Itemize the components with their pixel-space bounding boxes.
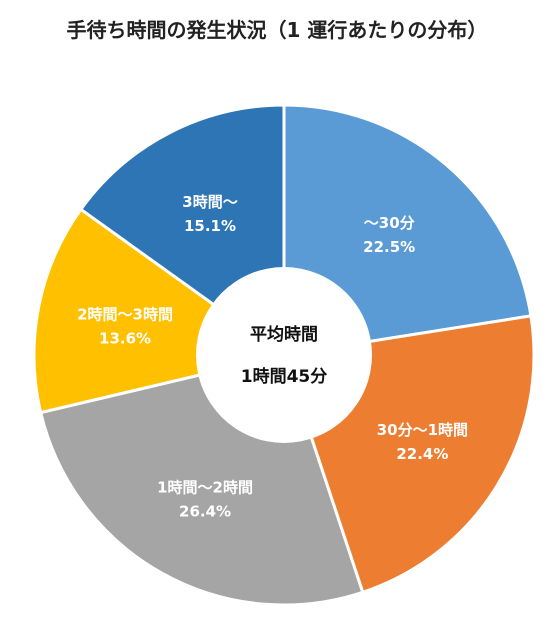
slice-category-label-5: 3時間～ xyxy=(182,193,237,211)
slice-category-label-3: 1時間～2時間 xyxy=(157,478,253,496)
slice-value-label-2: 22.4% xyxy=(396,445,448,463)
donut-hole xyxy=(196,267,372,443)
slice-value-label-1: 22.5% xyxy=(363,238,415,256)
slice-value-label-5: 15.1% xyxy=(184,217,236,235)
chart-title: 手待ち時間の発生状況（1 運行あたりの分布） xyxy=(66,18,488,42)
slice-value-label-4: 13.6% xyxy=(99,330,151,348)
center-label-title: 平均時間 xyxy=(250,324,318,345)
slice-category-label-2: 30分～1時間 xyxy=(377,421,468,439)
slice-labels: ～30分 22.5% 30分～1時間 22.4% 1時間～2時間 26.4% 2時間～3時間… xyxy=(77,193,468,521)
center-label-value: 1時間45分 xyxy=(241,366,328,387)
slice-category-label-4: 2時間～3時間 xyxy=(77,306,173,324)
slice-category-label-1: ～30分 xyxy=(364,214,415,232)
slice-value-label-3: 26.4% xyxy=(179,502,231,520)
